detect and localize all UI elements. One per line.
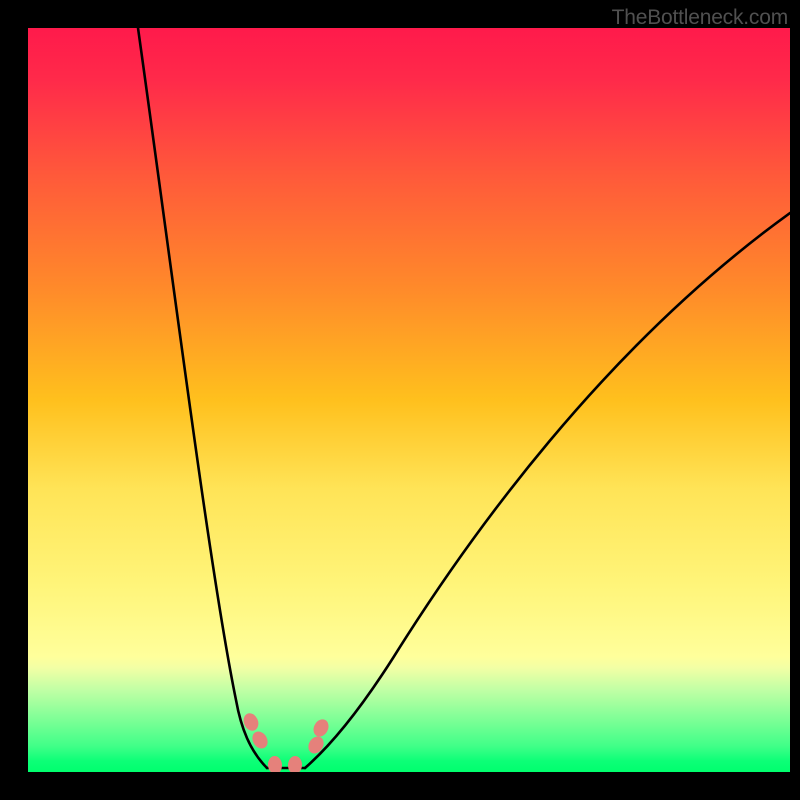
credit-text: TheBottleneck.com: [612, 6, 788, 30]
point-marker: [305, 734, 326, 757]
point-marker: [288, 756, 303, 772]
curve-right: [305, 213, 790, 768]
point-marker: [311, 717, 332, 739]
curve-left: [138, 28, 267, 768]
point-markers-group: [241, 711, 331, 772]
chart-frame: TheBottleneck.com: [0, 0, 800, 800]
curves-layer: [28, 28, 790, 772]
plot-area: [28, 28, 790, 772]
point-marker: [267, 755, 283, 772]
